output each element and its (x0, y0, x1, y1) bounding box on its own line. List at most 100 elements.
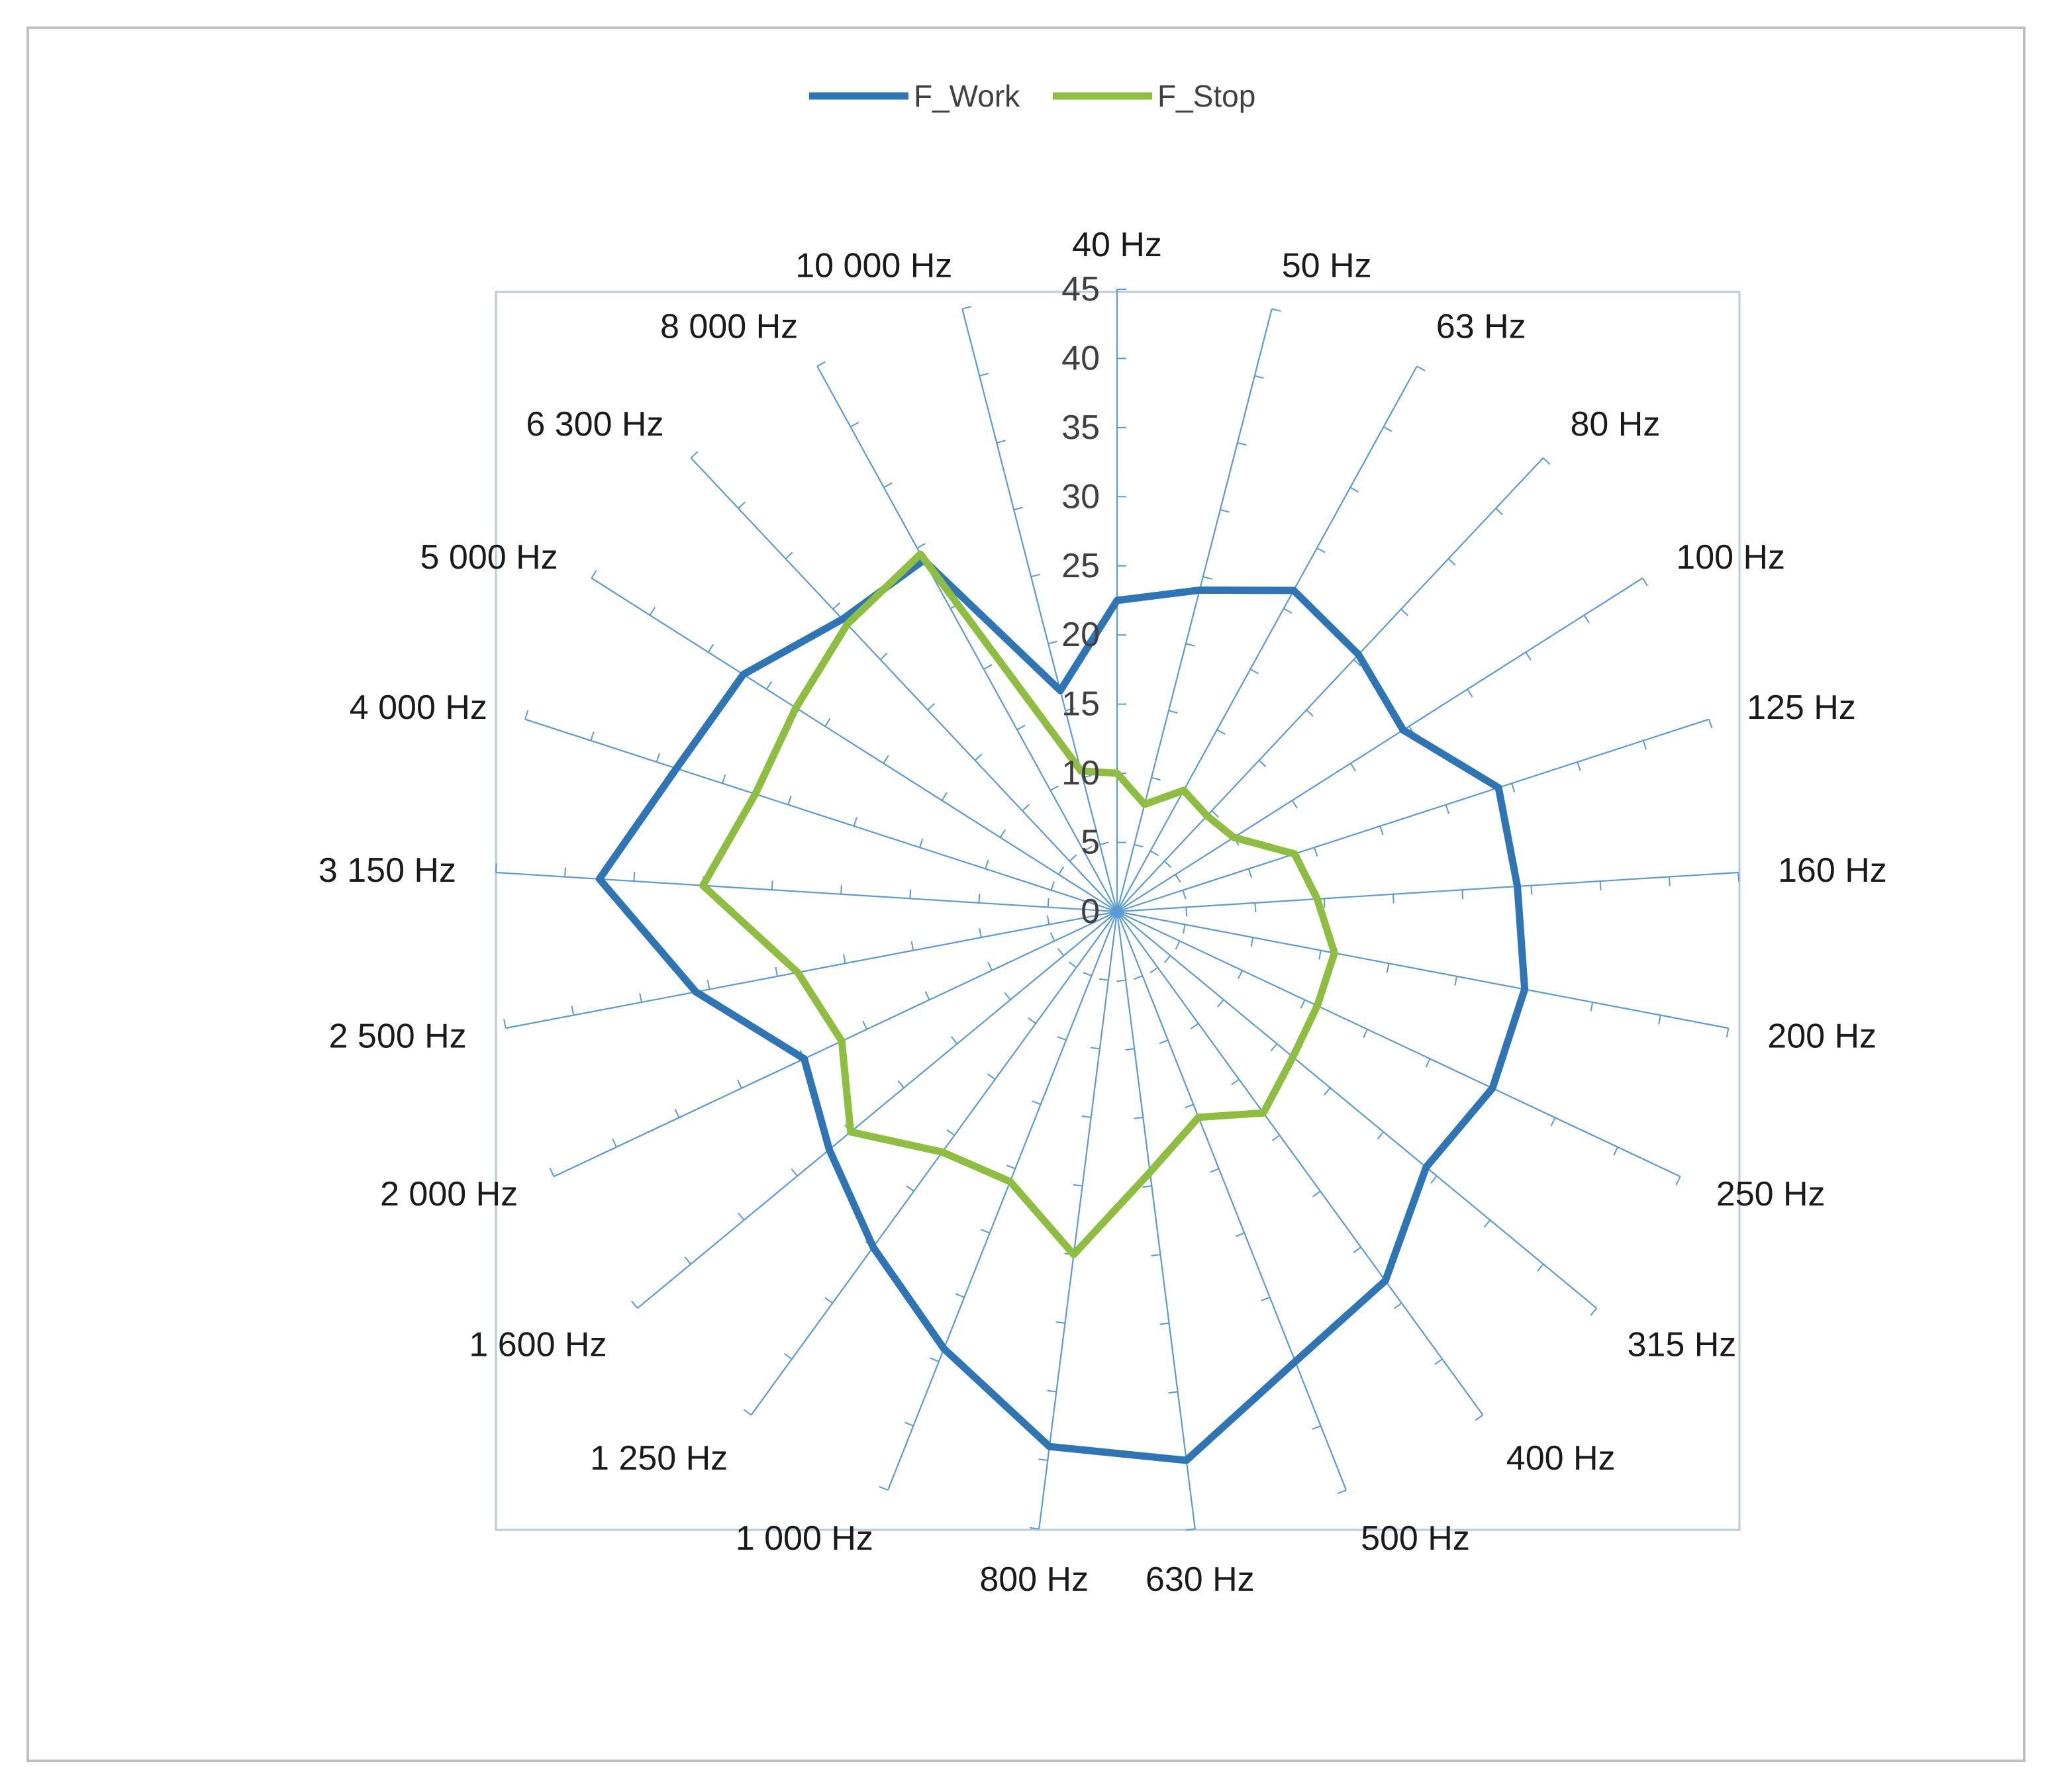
tick-mark (1530, 885, 1533, 895)
tick-mark (1349, 763, 1357, 772)
category-label-200-hz: 200 Hz (1767, 1017, 1877, 1055)
category-label-50-hz: 50 Hz (1282, 246, 1372, 285)
data-point-f-work-80-hz (1356, 652, 1361, 657)
tick-mark (1073, 1184, 1083, 1187)
tick-mark (1175, 941, 1181, 950)
tick-mark (1400, 608, 1408, 616)
data-point-f-stop-630-hz (1148, 1170, 1152, 1174)
tick-mark (832, 602, 840, 610)
tick-mark (1069, 854, 1077, 862)
tick-mark (1050, 932, 1055, 941)
tick-mark (904, 1421, 914, 1427)
category-label-4-000-hz: 4 000 Hz (350, 688, 487, 727)
category-label-2-500-hz: 2 500 Hz (329, 1017, 467, 1055)
tick-mark (1082, 775, 1092, 778)
tick-mark (495, 863, 497, 873)
tick-mark (1590, 1307, 1598, 1316)
tick-mark (1159, 1322, 1169, 1325)
category-label-5-000-hz: 5 000 Hz (420, 538, 558, 577)
tick-mark (1185, 907, 1188, 917)
tick-mark (1247, 869, 1252, 878)
tick-mark (1013, 506, 1023, 510)
category-label-40-hz: 40 Hz (1072, 226, 1162, 264)
tick-mark (1434, 1358, 1443, 1366)
category-label-160-hz: 160 Hz (1778, 851, 1887, 890)
tick-mark (1202, 576, 1212, 580)
spoke-80-hz (1116, 457, 1544, 912)
category-label-8-000-hz: 8 000 Hz (660, 308, 798, 346)
tick-mark (1057, 948, 1065, 957)
data-point-f-work-40-hz (1115, 598, 1119, 602)
tick-mark (771, 880, 773, 890)
series-line-f-work (595, 556, 1529, 1464)
tick-mark (1312, 1190, 1321, 1198)
spoke-2-000-hz (553, 911, 1118, 1178)
tick-mark (787, 796, 792, 805)
data-point-f-work-6-300-hz (840, 617, 845, 622)
tick-mark (1220, 509, 1230, 513)
spoke-125-hz (1116, 718, 1710, 913)
tick-mark (1099, 978, 1109, 981)
data-point-f-work-2-500-hz (693, 990, 698, 994)
tick-mark (1134, 843, 1144, 848)
tick-mark (783, 1352, 793, 1360)
tick-mark (897, 1080, 904, 1088)
category-label-1-250-hz: 1 250 Hz (590, 1439, 728, 1478)
tick-mark (883, 482, 893, 489)
tick-mark (524, 710, 529, 720)
data-point-f-stop-250-hz (1315, 1004, 1320, 1008)
tick-mark (1046, 915, 1050, 925)
tick-mark (987, 961, 993, 971)
tick-mark (1006, 1164, 1016, 1170)
tick-mark (571, 1006, 575, 1015)
tick-mark (656, 753, 660, 763)
tick-mark (1083, 845, 1093, 852)
category-label-63-hz: 63 Hz (1436, 308, 1526, 346)
tick-mark (843, 954, 846, 964)
tick-mark (924, 991, 930, 1000)
data-point-f-work-50-hz (1197, 588, 1202, 592)
tick-mark (649, 606, 656, 616)
data-point-f-work-160-hz (1515, 884, 1520, 888)
radial-tick-label: 25 (1061, 547, 1100, 585)
spoke-2-500-hz (505, 910, 1118, 1029)
tick-mark (1250, 937, 1254, 947)
spoke-1-000-hz (887, 911, 1118, 1491)
tick-mark (1142, 1185, 1152, 1188)
tick-mark (961, 306, 972, 310)
tick-mark (1312, 1425, 1321, 1430)
data-point-f-stop-500-hz (1197, 1115, 1201, 1119)
tick-mark (1583, 614, 1590, 624)
series-line-f-stop (699, 550, 1338, 1258)
spoke-6-300-hz (690, 457, 1118, 912)
series-f-work (595, 556, 1529, 1464)
tick-mark (1047, 1390, 1057, 1393)
tick-mark (996, 440, 1006, 444)
tick-mark (1641, 577, 1649, 587)
spoke-5-000-hz (591, 577, 1118, 912)
data-point-f-stop-80-hz (1204, 814, 1209, 818)
data-point-f-work-200-hz (1522, 987, 1527, 992)
tick-mark (955, 1293, 965, 1298)
spoke-8-000-hz (816, 365, 1118, 912)
tick-mark (1258, 759, 1267, 767)
tick-mark (1525, 651, 1532, 661)
tick-mark (1613, 1147, 1618, 1156)
tick-mark (1590, 1002, 1594, 1012)
tick-mark (1235, 1232, 1245, 1237)
spoke-4-000-hz (524, 718, 1118, 913)
tick-mark (1068, 961, 1077, 968)
tick-mark (1467, 688, 1473, 698)
tick-mark (738, 501, 746, 509)
data-point-f-work-315-hz (1424, 1165, 1428, 1170)
data-point-f-work-4-000-hz (674, 766, 679, 771)
data-point-f-work-800-hz (1047, 1444, 1051, 1449)
series-group (595, 550, 1529, 1464)
tick-mark (1461, 890, 1464, 900)
tick-mark (1185, 1528, 1195, 1531)
data-point-f-work-630-hz (1184, 1458, 1189, 1462)
category-label-80-hz: 80 Hz (1571, 405, 1661, 444)
category-label-800-hz: 800 Hz (979, 1560, 1089, 1599)
tick-mark (1577, 761, 1581, 771)
tick-mark (1004, 992, 1011, 1000)
